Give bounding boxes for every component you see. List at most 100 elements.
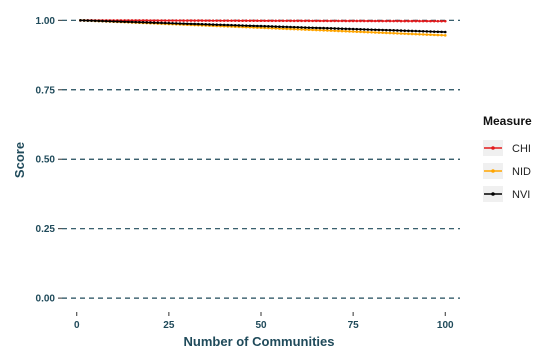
point-chi-82: [381, 19, 384, 23]
point-nvi-12: [123, 20, 126, 24]
point-chi-80: [373, 19, 377, 23]
point-chi-49: [259, 19, 263, 23]
point-nvi-49: [259, 24, 263, 28]
point-nvi-58: [292, 25, 296, 29]
point-chi-52: [270, 19, 274, 23]
point-nid-64: [314, 28, 318, 32]
point-nvi-15: [134, 20, 138, 24]
point-nvi-34: [204, 23, 208, 26]
point-chi-29: [185, 19, 189, 22]
point-chi-83: [384, 19, 388, 23]
point-nvi-95: [429, 30, 432, 33]
point-chi-41: [230, 19, 233, 22]
point-nid-65: [318, 28, 322, 32]
point-nvi-25: [171, 21, 174, 25]
point-chi-99: [443, 19, 447, 23]
point-chi-78: [366, 19, 370, 23]
point-chi-59: [296, 19, 300, 23]
point-chi-20: [152, 19, 156, 22]
series-group: [79, 19, 447, 37]
point-nid-61: [303, 28, 307, 31]
point-chi-61: [303, 19, 307, 23]
point-chi-23: [163, 19, 167, 22]
point-nid-86: [396, 32, 399, 35]
point-nvi-91: [414, 29, 418, 33]
point-nid-66: [322, 29, 325, 32]
point-nvi-42: [233, 23, 237, 27]
point-nvi-3: [90, 19, 93, 22]
point-chi-97: [436, 19, 440, 23]
point-nvi-51: [267, 25, 270, 28]
point-nid-70: [337, 29, 340, 33]
y-axis-ticks: 0.00 0.25 0.50 0.75 1.00: [36, 16, 62, 305]
point-chi-98: [440, 19, 443, 23]
point-nvi-96: [432, 30, 436, 33]
point-nvi-11: [119, 20, 123, 23]
point-nvi-73: [348, 27, 351, 31]
point-chi-92: [418, 19, 421, 23]
point-chi-25: [171, 19, 174, 22]
point-chi-73: [348, 19, 351, 23]
point-chi-36: [211, 19, 215, 22]
point-chi-70: [337, 19, 340, 23]
point-nvi-85: [392, 29, 395, 32]
point-nid-80: [373, 31, 377, 34]
point-chi-53: [274, 19, 278, 23]
point-nid-99: [443, 34, 447, 37]
x-tick-label-4: 100: [437, 320, 454, 331]
point-nvi-78: [366, 28, 370, 31]
point-nid-67: [326, 29, 329, 32]
legend-key-point-chi: [491, 146, 495, 150]
point-nvi-83: [384, 28, 388, 32]
point-nvi-64: [314, 26, 318, 30]
point-nvi-71: [340, 27, 344, 31]
point-nid-92: [418, 32, 421, 36]
legend-label-chi: CHI: [512, 143, 531, 155]
point-nid-75: [355, 30, 359, 33]
point-chi-93: [421, 19, 425, 23]
point-chi-84: [388, 19, 392, 23]
point-chi-75: [355, 19, 359, 23]
point-nvi-18: [145, 21, 149, 24]
point-chi-47: [252, 19, 255, 23]
point-nvi-46: [248, 24, 252, 28]
point-nvi-44: [241, 24, 244, 27]
series-line-nvi: [80, 19, 446, 33]
point-nid-62: [307, 28, 311, 32]
point-nid-85: [392, 31, 395, 35]
point-nvi-8: [108, 19, 112, 23]
point-nvi-70: [337, 27, 340, 30]
point-chi-90: [410, 19, 414, 23]
point-nid-63: [311, 28, 314, 32]
point-nvi-28: [182, 22, 185, 25]
point-nvi-38: [219, 23, 222, 27]
point-nvi-92: [418, 29, 421, 33]
point-nvi-33: [200, 22, 204, 26]
x-axis-title: Number of Communities: [184, 334, 335, 349]
point-nvi-57: [289, 25, 292, 29]
point-nvi-67: [326, 26, 329, 30]
point-nvi-59: [296, 25, 300, 29]
point-chi-67: [326, 19, 329, 23]
point-chi-38: [219, 19, 222, 22]
point-chi-65: [318, 19, 322, 23]
point-nid-83: [384, 31, 388, 35]
point-nid-84: [388, 31, 392, 35]
point-chi-39: [222, 19, 226, 22]
point-nvi-80: [373, 28, 377, 32]
point-chi-64: [314, 19, 318, 23]
legend-label-nid: NID: [512, 166, 531, 178]
point-nvi-55: [281, 25, 285, 29]
point-nvi-60: [300, 26, 303, 29]
point-nid-97: [436, 33, 440, 37]
point-nvi-82: [381, 28, 384, 32]
point-nid-74: [351, 30, 355, 33]
point-chi-40: [226, 19, 230, 22]
point-nvi-89: [407, 29, 410, 33]
point-nid-90: [410, 32, 414, 36]
point-nvi-37: [215, 23, 219, 26]
point-nvi-84: [388, 28, 392, 32]
point-nid-93: [421, 33, 425, 36]
point-chi-85: [392, 19, 395, 23]
x-axis-ticks: 0 25 50 75 100: [74, 312, 454, 331]
